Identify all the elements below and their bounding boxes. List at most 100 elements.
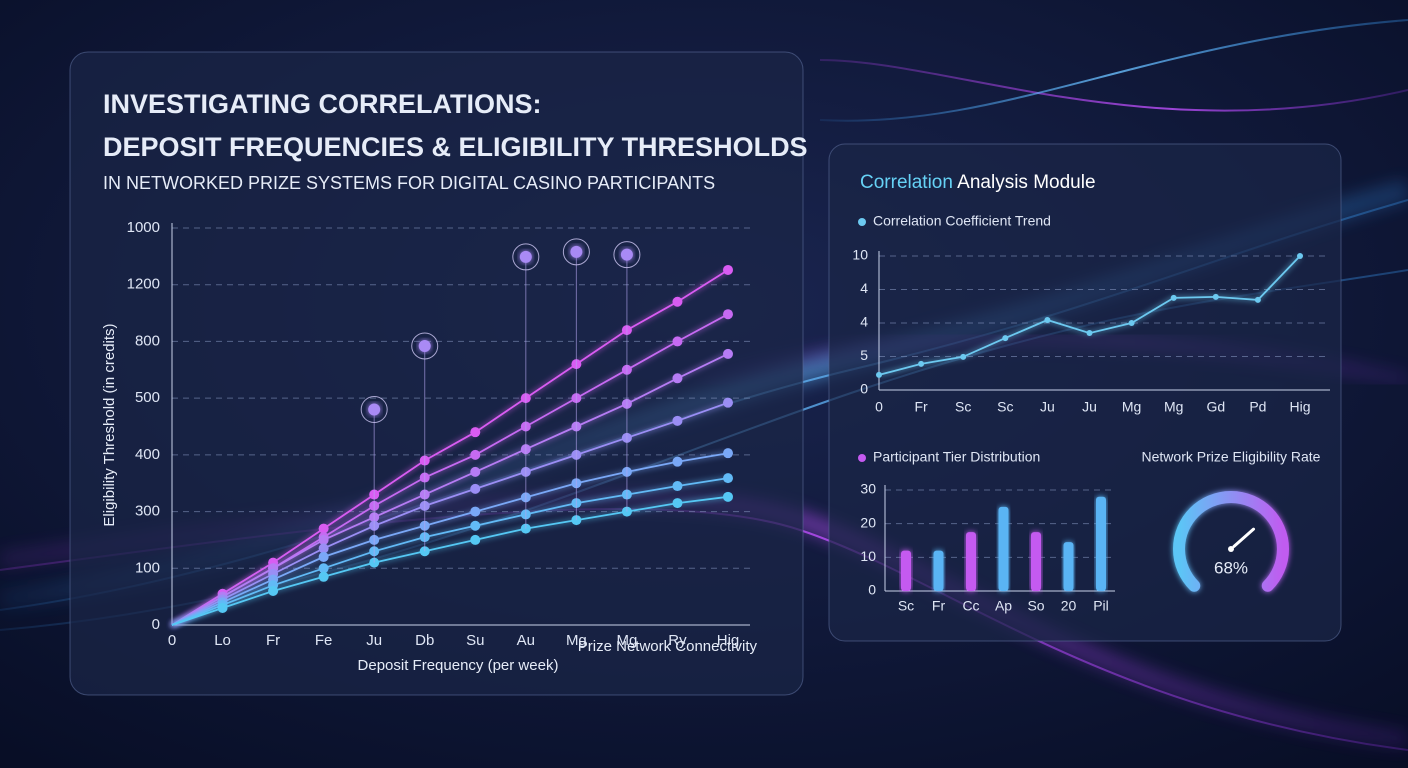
x-tick-label: Gd [1206, 399, 1225, 415]
legend-label: Participant Tier Distribution [873, 449, 1040, 465]
gauge-title: Network Prize Eligibility Rate [1142, 449, 1321, 465]
point [723, 309, 733, 320]
y-tick-label: 4 [860, 280, 868, 296]
panel-title-highlight: Correlation [860, 172, 953, 193]
point [318, 543, 329, 554]
y-tick-label: 4 [860, 314, 868, 330]
x-tick-label: Hig [1289, 399, 1310, 415]
highlight-ring [613, 241, 641, 269]
point [318, 523, 329, 534]
y-tick-label: 5 [860, 347, 868, 363]
x-tick-label: Ju [1082, 399, 1097, 415]
point [723, 473, 733, 484]
point [672, 373, 683, 384]
y-tick-label: 1200 [127, 276, 160, 293]
series-line [171, 269, 729, 626]
gauge-fill [1173, 491, 1289, 592]
x-tick-label: 0 [168, 632, 176, 649]
highlight-point [368, 403, 381, 416]
plot [876, 253, 1303, 378]
point [672, 498, 683, 509]
point [470, 427, 481, 438]
x-axis-label: Deposit Frequency (per week) [358, 657, 559, 674]
point [672, 456, 683, 467]
highlight-point [519, 250, 532, 263]
x-axis-label-secondary: Prize Network Connectivity [578, 638, 758, 655]
legend-label: Correlation Coefficient Trend [873, 213, 1051, 229]
x-tick-label: Mg [1122, 399, 1141, 415]
highlight-ring [562, 238, 590, 266]
point [1128, 320, 1135, 326]
gauge-hub [1228, 546, 1234, 552]
x-tick-label: 20 [1061, 598, 1077, 614]
highlight-point [418, 339, 431, 352]
point [723, 491, 733, 502]
gauge-needle [1232, 527, 1256, 548]
point [723, 448, 733, 459]
x-tick-label: Pd [1249, 399, 1266, 415]
point [470, 506, 481, 517]
y-tick-label: 300 [135, 503, 160, 520]
point [876, 371, 882, 378]
point [470, 534, 481, 545]
point [470, 449, 481, 460]
x-tick-label: 0 [875, 399, 883, 415]
x-tick-label: Hig [717, 632, 740, 649]
point [723, 397, 733, 408]
point [470, 520, 481, 531]
main-panel [69, 51, 804, 696]
title-line: DEPOSIT FREQUENCIES & ELIGIBILITY THRESH… [103, 132, 808, 162]
legend-marker [858, 218, 866, 226]
y-tick-label: 800 [135, 332, 160, 349]
point [672, 481, 683, 492]
panel-title-rest: Analysis Module [957, 172, 1095, 193]
point [960, 353, 967, 360]
x-tick-label: Mg [1164, 399, 1183, 415]
y-tick-label: 0 [868, 582, 876, 598]
point [1297, 253, 1303, 259]
series-line [171, 401, 729, 626]
plot [171, 238, 733, 626]
x-tick-label: Fr [914, 399, 928, 415]
x-tick-label: Fr [932, 598, 946, 614]
point [723, 264, 733, 275]
x-tick-label: Db [415, 632, 434, 649]
bar [933, 550, 944, 591]
gauge-value-label: 68% [1214, 558, 1248, 577]
x-tick-label: Ap [995, 598, 1012, 614]
highlight-point [620, 248, 633, 261]
point [918, 360, 925, 367]
point [1044, 316, 1051, 323]
x-tick-label: Sc [997, 399, 1013, 415]
series-line [171, 353, 729, 626]
y-tick-label: 400 [135, 446, 160, 463]
x-tick-label: Lo [214, 632, 231, 649]
point [318, 551, 329, 562]
x-tick-label: Sc [898, 598, 914, 614]
series-line [171, 495, 729, 626]
point [268, 585, 279, 596]
y-tick-label: 20 [860, 514, 876, 530]
point [217, 602, 228, 613]
x-tick-label: Fr [266, 632, 280, 649]
highlight-point [570, 245, 583, 258]
point [1254, 296, 1261, 303]
y-tick-label: 100 [135, 559, 160, 576]
side-panel [828, 143, 1342, 642]
bar [1096, 496, 1106, 591]
highlight-ring [512, 243, 540, 271]
x-tick-label: Mg [616, 632, 637, 649]
series-line [171, 452, 729, 626]
highlight-ring [360, 395, 388, 423]
title-line: INVESTIGATING CORRELATIONS: [103, 89, 542, 119]
point [672, 336, 683, 347]
point [672, 415, 683, 426]
y-tick-label: 30 [860, 481, 876, 497]
bar [1031, 532, 1041, 591]
x-tick-label: Ju [366, 632, 382, 649]
point [723, 348, 733, 359]
point [318, 534, 329, 545]
subtitle: IN NETWORKED PRIZE SYSTEMS FOR DIGITAL C… [103, 173, 715, 193]
point [672, 296, 683, 307]
